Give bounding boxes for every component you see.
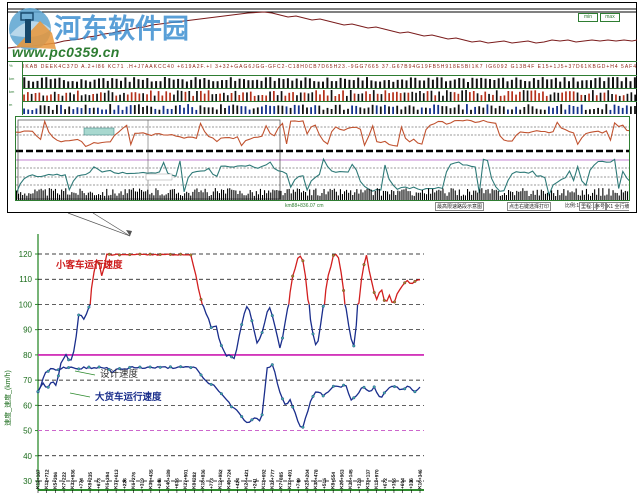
svg-text:+319: +319 <box>139 478 145 489</box>
svg-text:K18+836: K18+836 <box>200 469 207 489</box>
svg-text:60: 60 <box>23 401 32 410</box>
svg-text:+226: +226 <box>122 478 128 489</box>
svg-text:K16+346: K16+346 <box>417 469 424 489</box>
svg-text:速度_速度_(km/h): 速度_速度_(km/h) <box>3 370 12 426</box>
svg-text:120: 120 <box>19 250 33 259</box>
svg-text:K7+885: K7+885 <box>278 472 285 489</box>
svg-text:小客车运行速度: 小客车运行速度 <box>55 259 123 271</box>
svg-text:K23+204: K23+204 <box>304 469 311 489</box>
svg-text:K32+777: K32+777 <box>270 469 277 489</box>
svg-text:K8+235: K8+235 <box>87 472 94 489</box>
svg-text:+773: +773 <box>209 478 215 489</box>
svg-text:大货车运行速度: 大货车运行速度 <box>95 391 162 403</box>
svg-text:河东软件园: 河东软件园 <box>54 13 189 44</box>
svg-text:90: 90 <box>23 326 32 335</box>
svg-text:+246: +246 <box>157 478 163 489</box>
svg-text:110: 110 <box>19 275 32 284</box>
svg-text:+673: +673 <box>96 478 102 489</box>
svg-text:K40+724: K40+724 <box>226 469 233 489</box>
svg-text:K6+394: K6+394 <box>105 472 112 489</box>
svg-text:+672: +672 <box>382 478 388 489</box>
svg-text:K37+613: K37+613 <box>113 469 120 489</box>
svg-text:K8+554: K8+554 <box>330 472 337 489</box>
svg-text:+774: +774 <box>79 478 85 489</box>
svg-text:+515: +515 <box>322 478 328 489</box>
svg-text:K5+306: K5+306 <box>53 472 60 489</box>
svg-text:K24+421: K24+421 <box>244 469 251 489</box>
svg-text:70: 70 <box>23 376 32 385</box>
svg-text:K33+836: K33+836 <box>70 469 77 489</box>
svg-text:设计速度: 设计速度 <box>100 368 139 380</box>
svg-text:K38+145: K38+145 <box>348 469 355 489</box>
svg-text:K27+501: K27+501 <box>183 469 190 489</box>
svg-text:K39+435: K39+435 <box>148 469 155 489</box>
svg-text:K33+491: K33+491 <box>287 469 294 489</box>
svg-text:40: 40 <box>23 452 32 461</box>
svg-text:K12+952: K12+952 <box>218 469 225 489</box>
svg-text:30: 30 <box>23 477 32 486</box>
svg-text:K38+478: K38+478 <box>313 469 320 489</box>
svg-text:100: 100 <box>19 300 33 309</box>
svg-text:K6+276: K6+276 <box>131 472 138 489</box>
svg-text:K12+167: K12+167 <box>35 469 42 489</box>
svg-text:K7+222: K7+222 <box>61 472 68 489</box>
svg-text:K13+970: K13+970 <box>374 469 381 489</box>
svg-text:50: 50 <box>23 427 32 436</box>
svg-text:+604: +604 <box>400 478 406 489</box>
svg-text:+241: +241 <box>252 478 258 489</box>
svg-text:K33+137: K33+137 <box>365 469 372 489</box>
svg-text:+749: +749 <box>296 478 302 489</box>
svg-text:+128: +128 <box>356 478 362 489</box>
svg-text:K12+712: K12+712 <box>44 469 51 489</box>
svg-text:+336: +336 <box>409 478 415 489</box>
svg-text:+636: +636 <box>174 478 180 489</box>
svg-text:K13+692: K13+692 <box>261 469 268 489</box>
svg-text:+156: +156 <box>391 478 397 489</box>
svg-text:K40+189: K40+189 <box>165 469 172 489</box>
svg-text:K8+282: K8+282 <box>191 472 198 489</box>
svg-text:80: 80 <box>23 351 32 360</box>
svg-text:+424: +424 <box>235 478 241 489</box>
svg-text:K20+963: K20+963 <box>339 469 346 489</box>
